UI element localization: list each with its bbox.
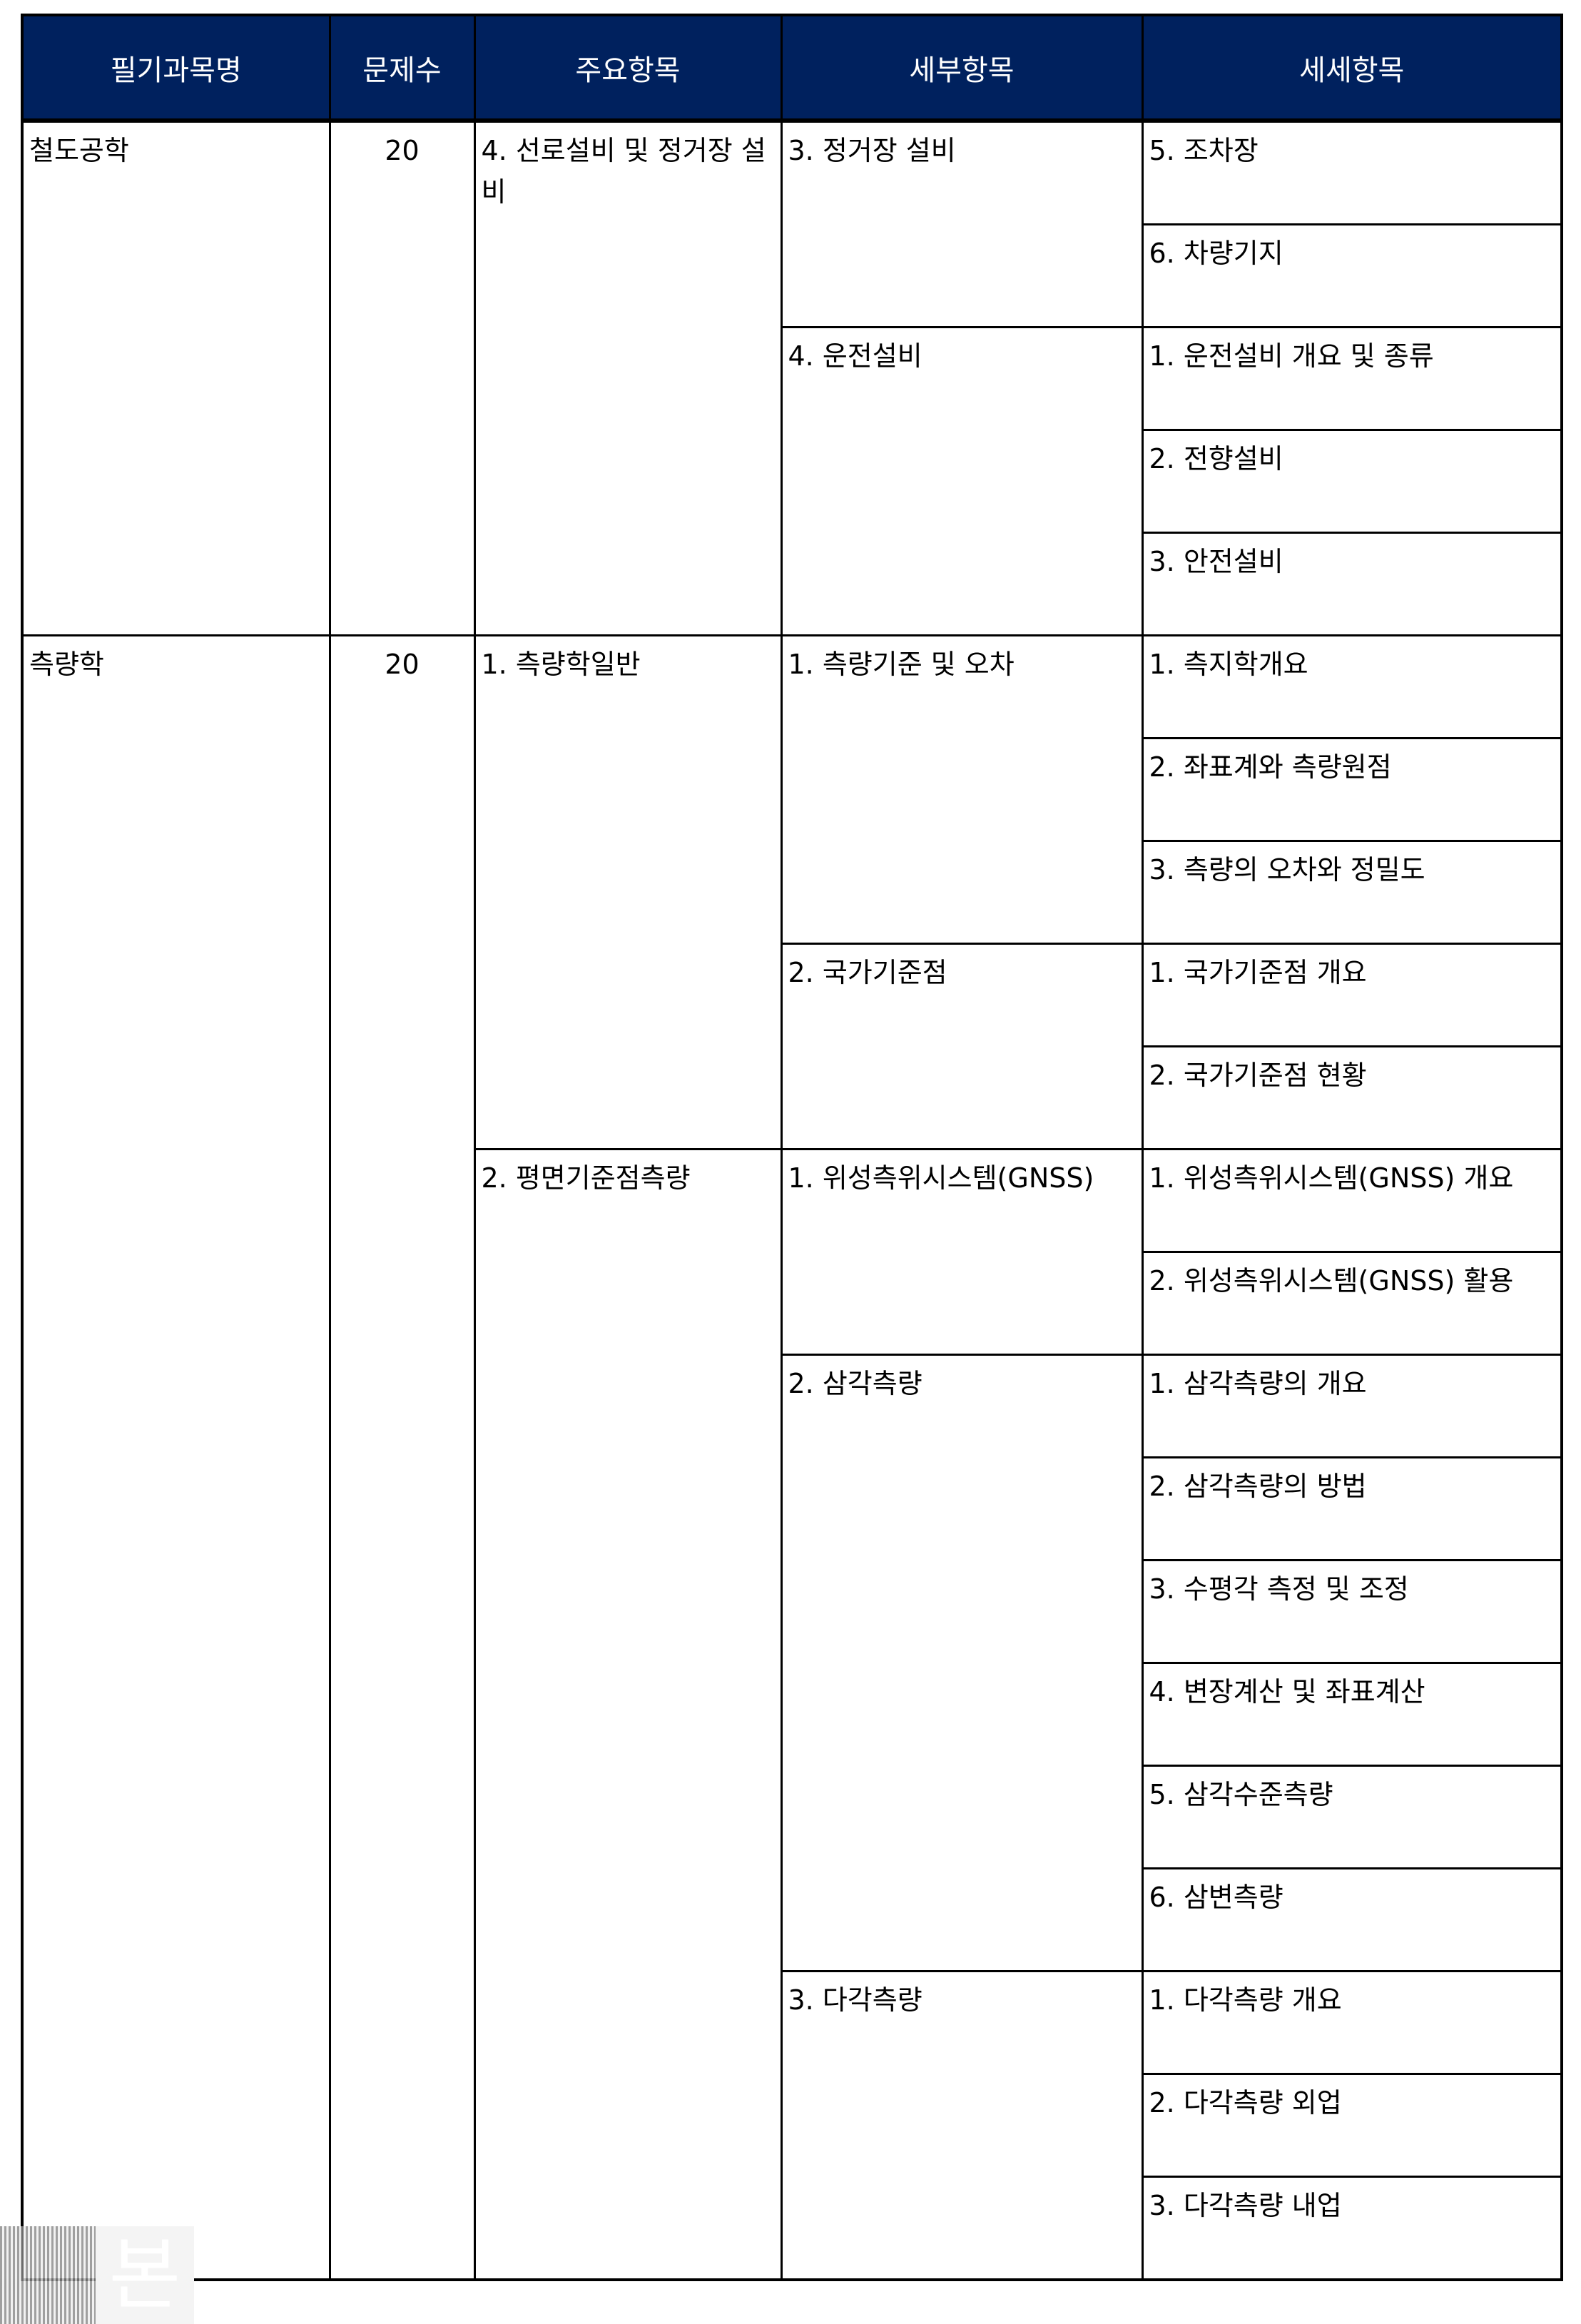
table-row: 4. 변장계산 및 좌표계산 xyxy=(22,1662,1563,1767)
subject-name: 측량학 xyxy=(21,634,331,2281)
watermark: 본 xyxy=(0,2226,194,2324)
detail-item: 1. 위성측위시스템(GNSS) xyxy=(780,1148,1144,1356)
table-row: 2. 위성측위시스템(GNSS) 활용 xyxy=(22,1251,1563,1356)
subdetail-item: 4. 변장계산 및 좌표계산 xyxy=(1141,1662,1563,1767)
table-row: 2. 국가기준점 현황 xyxy=(22,1045,1563,1150)
header-row: 필기과목명 문제수 주요항목 세부항목 세세항목 xyxy=(21,14,1563,123)
subdetail-item: 3. 다각측량 내업 xyxy=(1141,2176,1563,2281)
detail-item: 1. 측량기준 및 오차 xyxy=(780,634,1144,945)
subdetail-item: 1. 다각측량 개요 xyxy=(1141,1970,1563,2075)
main-item: 1. 측량학일반 xyxy=(473,634,783,1150)
table-row: 3. 측량의 오차와 정밀도 xyxy=(22,840,1563,945)
subdetail-item: 2. 좌표계와 측량원점 xyxy=(1141,737,1563,842)
table-row: 6. 차량기지 xyxy=(22,223,1563,328)
subdetail-item: 6. 삼변측량 xyxy=(1141,1867,1563,1972)
table-row: 2. 삼각측량 1. 삼각측량의 개요 xyxy=(22,1354,1563,1972)
exam-syllabus-table: 필기과목명 문제수 주요항목 세부항목 세세항목 철도공학 20 4. 선로설비 및… xyxy=(21,14,1563,2281)
subdetail-item: 1. 삼각측량의 개요 xyxy=(1141,1354,1563,1458)
table-row: 철도공학 20 4. 선로설비 및 정거장 설비 3. 정거장 설비 5. 조차장 xyxy=(21,119,1563,636)
table-row: 3. 다각측량 내업 xyxy=(22,2176,1563,2281)
watermark-pattern xyxy=(0,2226,96,2324)
subject-name: 철도공학 xyxy=(21,119,331,636)
table-row: 2. 국가기준점 1. 국가기준점 개요 xyxy=(22,943,1563,1150)
subdetail-item: 1. 국가기준점 개요 xyxy=(1141,943,1563,1047)
subdetail-item: 2. 전향설비 xyxy=(1141,429,1563,534)
table-row: 3. 안전설비 xyxy=(22,532,1563,636)
detail-item: 4. 운전설비 xyxy=(780,326,1144,636)
question-count: 20 xyxy=(328,119,476,636)
header-count: 문제수 xyxy=(328,14,476,123)
subdetail-item: 3. 안전설비 xyxy=(1141,532,1563,636)
header-subject: 필기과목명 xyxy=(21,14,331,123)
table-row: 5. 삼각수준측량 xyxy=(22,1765,1563,1869)
table-row: 2. 평면기준점측량 1. 위성측위시스템(GNSS) 1. 위성측위시스템(GNS… xyxy=(22,1148,1563,2281)
subdetail-item: 1. 운전설비 개요 및 종류 xyxy=(1141,326,1563,431)
table-row: 2. 좌표계와 측량원점 xyxy=(22,737,1563,842)
detail-item: 2. 삼각측량 xyxy=(780,1354,1144,1972)
detail-item: 3. 다각측량 xyxy=(780,1970,1144,2281)
subdetail-item: 3. 측량의 오차와 정밀도 xyxy=(1141,840,1563,945)
subdetail-item: 1. 위성측위시스템(GNSS) 개요 xyxy=(1141,1148,1563,1253)
subdetail-item: 2. 위성측위시스템(GNSS) 활용 xyxy=(1141,1251,1563,1356)
header-subdetail-item: 세세항목 xyxy=(1141,14,1563,123)
subdetail-item: 6. 차량기지 xyxy=(1141,223,1563,328)
table-row: 6. 삼변측량 xyxy=(22,1867,1563,1972)
subdetail-item: 2. 국가기준점 현황 xyxy=(1141,1045,1563,1150)
detail-item: 3. 정거장 설비 xyxy=(780,119,1144,328)
subdetail-item: 3. 수평각 측정 및 조정 xyxy=(1141,1559,1563,1664)
header-main-item: 주요항목 xyxy=(473,14,783,123)
subdetail-item: 2. 삼각측량의 방법 xyxy=(1141,1456,1563,1561)
table-row: 2. 다각측량 외업 xyxy=(22,2073,1563,2178)
header-detail-item: 세부항목 xyxy=(780,14,1144,123)
subdetail-item: 1. 측지학개요 xyxy=(1141,634,1563,739)
table-row: 3. 다각측량 1. 다각측량 개요 xyxy=(22,1970,1563,2281)
table-row: 2. 삼각측량의 방법 xyxy=(22,1456,1563,1561)
subdetail-item: 2. 다각측량 외업 xyxy=(1141,2073,1563,2178)
main-item: 2. 평면기준점측량 xyxy=(473,1148,783,2281)
subdetail-item: 5. 삼각수준측량 xyxy=(1141,1765,1563,1869)
subdetail-item: 5. 조차장 xyxy=(1141,119,1563,225)
table-row: 4. 운전설비 1. 운전설비 개요 및 종류 xyxy=(22,326,1563,636)
table-row: 측량학 20 1. 측량학일반 1. 측량기준 및 오차 1. 측지학개요 xyxy=(21,634,1563,2281)
main-item: 4. 선로설비 및 정거장 설비 xyxy=(473,119,783,636)
detail-item: 2. 국가기준점 xyxy=(780,943,1144,1150)
table-row: 3. 수평각 측정 및 조정 xyxy=(22,1559,1563,1664)
watermark-logo: 본 xyxy=(96,2226,194,2324)
question-count: 20 xyxy=(328,634,476,2281)
table-row: 2. 전향설비 xyxy=(22,429,1563,534)
